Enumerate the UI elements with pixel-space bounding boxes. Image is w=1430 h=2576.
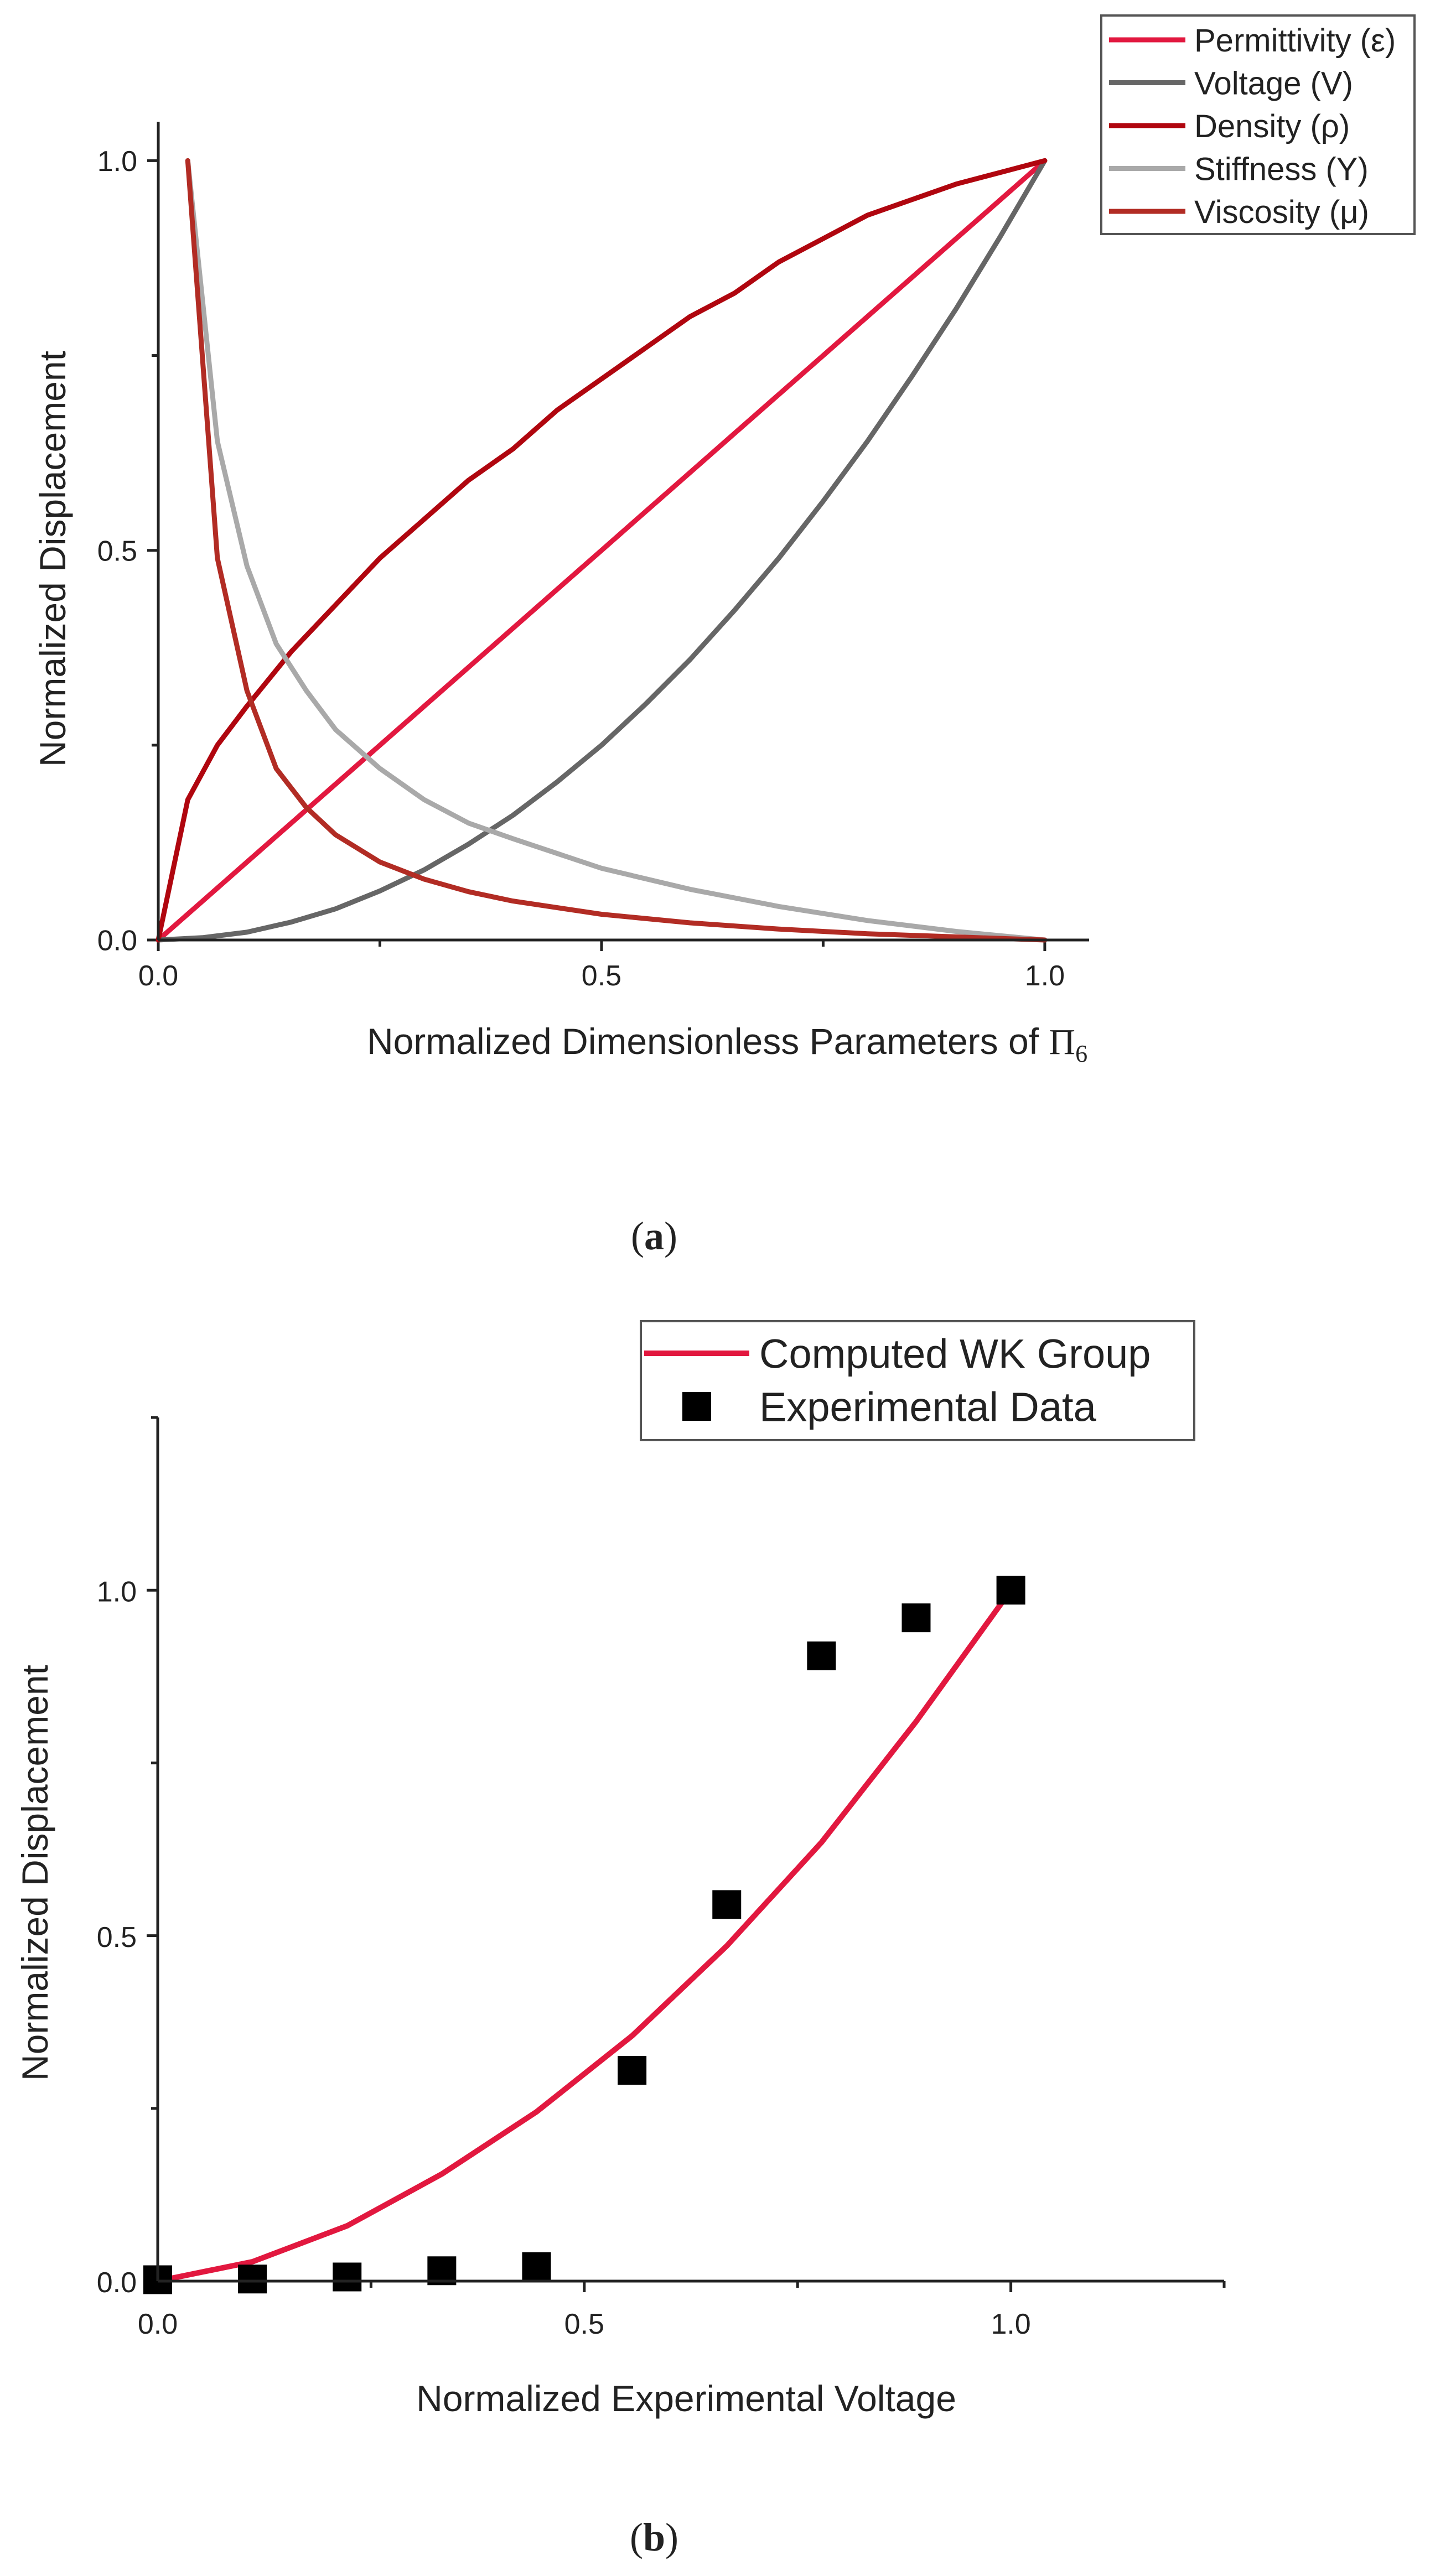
- panel-a: 0.0 0.5 1.0 0.0 0.5 1.0 Normalized Dimensionl…: [32, 14, 1416, 1258]
- a-legend-item: Voltage (V): [1109, 65, 1353, 101]
- a-legend-item: Viscosity (μ): [1109, 194, 1369, 230]
- a-x-tick-label: 1.0: [1025, 960, 1065, 992]
- b-data-point: [901, 1603, 931, 1633]
- b-data-point: [807, 1641, 836, 1670]
- a-series-stiffness-y: [185, 158, 1048, 943]
- a-series-lines: [156, 158, 1048, 943]
- a-legend-label: Voltage (V): [1194, 65, 1353, 101]
- b-ticks: [147, 1416, 1226, 2292]
- b-markers: [143, 1576, 1025, 2294]
- a-caption: (a): [631, 1214, 677, 1258]
- b-data-point: [996, 1576, 1025, 1605]
- b-series-lines: [155, 1587, 1014, 2284]
- a-x-axis-title-subscript: 6: [1075, 1040, 1087, 1067]
- a-x-tick-label: 0.5: [582, 960, 621, 992]
- b-legend: Computed WK Group Experimental Data: [640, 1320, 1195, 1441]
- b-legend-marker: [682, 1392, 711, 1421]
- a-y-tick-label: 0.5: [97, 535, 137, 567]
- b-legend-box: [640, 1320, 1195, 1441]
- a-caption-letter: a: [644, 1214, 664, 1258]
- a-x-axis-title-symbol: Π: [1049, 1022, 1075, 1062]
- b-x-axis-title: Normalized Experimental Voltage: [416, 2378, 956, 2419]
- a-y-axis-title: Normalized Displacement: [32, 351, 73, 767]
- b-legend-item: Experimental Data: [682, 1384, 1097, 1430]
- b-caption-letter: b: [643, 2515, 665, 2559]
- b-y-tick-label: 1.0: [97, 1576, 137, 1608]
- b-data-point: [618, 2056, 647, 2085]
- b-data-point: [522, 2252, 551, 2281]
- b-data-point: [238, 2265, 267, 2294]
- b-legend-label: Computed WK Group: [759, 1331, 1151, 1377]
- a-series-voltage-v: [156, 158, 1048, 943]
- a-tick-labels: 0.0 0.5 1.0 0.0 0.5 1.0: [97, 146, 1065, 992]
- a-legend-label: Viscosity (μ): [1194, 194, 1369, 230]
- b-y-tick-label: 0.5: [97, 1921, 137, 1954]
- a-y-tick-label: 1.0: [97, 146, 137, 178]
- b-caption: (b): [630, 2515, 678, 2559]
- b-series-experimental-data: [143, 1576, 1025, 2294]
- a-legend-label: Stiffness (Y): [1194, 151, 1369, 187]
- b-legend-item: Computed WK Group: [644, 1331, 1151, 1377]
- b-y-tick-label: 0.0: [97, 2267, 137, 2299]
- a-legend-label: Permittivity (ε): [1194, 23, 1396, 59]
- b-x-tick-label: 0.0: [138, 2308, 178, 2340]
- panel-b: 0.0 0.5 1.0 0.0 0.5 1.0 Normalized Experiment…: [14, 1320, 1226, 2559]
- b-y-axis-title: Normalized Displacement: [14, 1665, 55, 2081]
- a-series-density: [156, 158, 1048, 943]
- b-x-tick-label: 1.0: [991, 2308, 1030, 2340]
- b-legend-label: Experimental Data: [759, 1384, 1097, 1430]
- b-tick-labels: 0.0 0.5 1.0 0.0 0.5 1.0: [97, 1576, 1031, 2340]
- b-data-point: [712, 1890, 742, 1919]
- a-legend: Permittivity (ε) Voltage (V) Density (ρ) St…: [1100, 14, 1416, 235]
- a-legend-item: Permittivity (ε): [1109, 23, 1396, 59]
- a-legend-label: Density (ρ): [1194, 108, 1350, 144]
- a-legend-item: Density (ρ): [1109, 108, 1350, 144]
- b-series-computed-wk-group: [155, 1587, 1014, 2284]
- b-data-point: [333, 2262, 362, 2292]
- b-x-tick-label: 0.5: [564, 2308, 604, 2340]
- a-x-tick-label: 0.0: [138, 960, 178, 992]
- a-x-axis-title: Normalized Dimensionless Parameters of Π…: [367, 1021, 1087, 1067]
- a-series-permittivity: [156, 158, 1048, 943]
- a-series-viscosity: [185, 158, 1048, 943]
- a-legend-item: Stiffness (Y): [1109, 151, 1369, 187]
- a-y-tick-label: 0.0: [97, 925, 137, 957]
